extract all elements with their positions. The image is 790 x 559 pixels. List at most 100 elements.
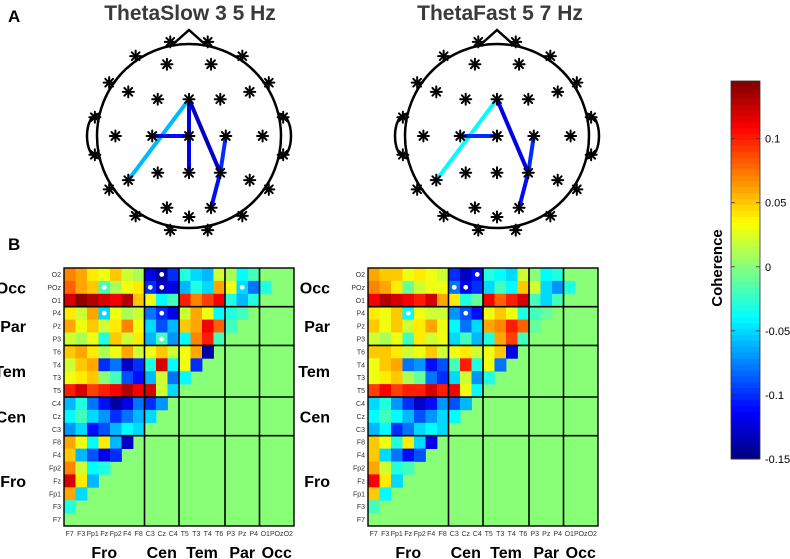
colorbar-step bbox=[731, 370, 760, 377]
heatmap-cell bbox=[64, 487, 76, 501]
heatmap-cell bbox=[540, 306, 553, 320]
significance-dot bbox=[405, 310, 411, 316]
heatmap-cell bbox=[471, 384, 484, 398]
heatmap-cell bbox=[517, 319, 530, 333]
heatmap-cell bbox=[425, 319, 438, 333]
y-tick-label: F4 bbox=[53, 453, 61, 460]
heatmap-cell bbox=[471, 332, 484, 346]
electrode-marker bbox=[165, 36, 176, 47]
y-tick-label: T3 bbox=[357, 375, 365, 382]
heatmap-cell bbox=[460, 332, 472, 346]
heatmap-cell bbox=[448, 358, 461, 372]
x-tick-label: O2 bbox=[588, 531, 597, 538]
colorbar-step bbox=[731, 293, 760, 301]
heatmap-cell bbox=[437, 409, 449, 424]
heatmap-cell bbox=[402, 448, 415, 462]
colorbar-step bbox=[731, 275, 760, 283]
significance-dot bbox=[101, 310, 107, 316]
heatmap-cell bbox=[87, 409, 99, 424]
electrode-marker bbox=[147, 131, 158, 141]
nose bbox=[170, 28, 208, 47]
y-tick-label: F8 bbox=[53, 440, 61, 447]
heatmap-cell bbox=[483, 306, 495, 320]
heatmap-cell bbox=[448, 268, 461, 282]
heatmap-cell bbox=[87, 358, 99, 372]
heatmap-cell bbox=[391, 293, 403, 308]
electrode-marker bbox=[237, 51, 248, 62]
heatmap-cell bbox=[414, 293, 426, 308]
heatmap-cell bbox=[236, 306, 249, 320]
colorbar-step bbox=[731, 110, 760, 117]
heatmap-cell bbox=[379, 268, 392, 282]
heatmap-cell bbox=[471, 319, 484, 333]
heatmap-cell bbox=[402, 358, 415, 372]
heatmap-cell bbox=[179, 293, 191, 308]
heatmap-cell bbox=[379, 280, 392, 295]
heatmap-cell bbox=[483, 268, 495, 282]
heatmap-cell bbox=[402, 435, 415, 449]
heatmap-cell bbox=[483, 332, 495, 346]
heatmap-fast: F7 F3 Fp1 Fz Fp2 F4 F8 C3 Cz C4 T5 T3 T4 T6 P3 Pz P4 O1 PO… bbox=[298, 267, 599, 559]
heatmap-cell bbox=[121, 397, 134, 411]
heatmap-cell bbox=[402, 280, 415, 295]
significance-dot bbox=[463, 284, 469, 290]
x-tick-label: POz bbox=[574, 531, 588, 538]
connection-line bbox=[126, 97, 191, 183]
heatmap-cell bbox=[225, 280, 237, 295]
heatmap-cell bbox=[506, 268, 518, 282]
heatmap-cell bbox=[368, 422, 380, 437]
heatmap-cell bbox=[368, 358, 380, 372]
x-tick-label: T4 bbox=[204, 531, 212, 538]
electrode-marker bbox=[110, 131, 121, 141]
heatmap-cell bbox=[248, 293, 260, 308]
electrode-marker bbox=[278, 112, 289, 123]
colorbar-step bbox=[731, 287, 760, 295]
y-tick-label: Fp1 bbox=[49, 491, 61, 498]
heatmap-cell bbox=[425, 422, 438, 437]
colorbar-step bbox=[731, 240, 760, 247]
heatmap-cell bbox=[110, 306, 122, 320]
x-group-label: Occ bbox=[566, 545, 596, 559]
heatmap-cell bbox=[368, 293, 380, 308]
heatmap-cell bbox=[448, 397, 461, 411]
x-tick-label: Fp2 bbox=[414, 531, 426, 538]
colorbar-tick-label: 0.1 bbox=[765, 134, 780, 146]
colorbar-step bbox=[731, 104, 760, 112]
colorbar-step bbox=[731, 228, 760, 236]
significance-dot bbox=[451, 284, 457, 290]
heatmap-cell bbox=[368, 448, 380, 462]
heatmap-cell bbox=[156, 397, 168, 411]
heatmap-cell bbox=[506, 332, 518, 346]
heatmap-cell bbox=[133, 384, 145, 398]
electrode-marker bbox=[460, 94, 471, 105]
heatmap-cell bbox=[225, 293, 237, 308]
heatmap-cell bbox=[110, 448, 122, 462]
heatmap-cell bbox=[402, 422, 415, 437]
heatmap-cell bbox=[121, 280, 134, 295]
electrode-marker bbox=[89, 112, 100, 123]
heatmap-cell bbox=[144, 409, 157, 424]
colorbar-step bbox=[731, 388, 760, 395]
y-group-label: Tem bbox=[298, 364, 330, 381]
heatmap-cell bbox=[368, 371, 380, 385]
heatmap-cell bbox=[121, 332, 134, 346]
y-tick-label: T6 bbox=[357, 349, 365, 356]
electrode-marker bbox=[184, 94, 194, 105]
x-tick-label: F3 bbox=[381, 531, 389, 538]
heatmap-cell bbox=[133, 422, 145, 437]
heatmap-cell bbox=[98, 268, 111, 282]
colorbar-step bbox=[731, 175, 760, 182]
heatmap-cell bbox=[448, 409, 461, 424]
heatmap-cell bbox=[133, 397, 145, 411]
x-tick-label: Cz bbox=[157, 531, 166, 538]
y-tick-label: Pz bbox=[53, 324, 62, 331]
x-tick-label: F7 bbox=[370, 531, 378, 538]
colorbar-step bbox=[731, 317, 760, 324]
heatmap-cell bbox=[483, 319, 495, 333]
heatmap-cell bbox=[87, 345, 99, 359]
heatmap-cell bbox=[437, 422, 449, 437]
heatmap-cell bbox=[529, 319, 541, 333]
colorbar-step bbox=[731, 334, 760, 342]
x-tick-label: T5 bbox=[181, 531, 189, 538]
y-group-label: Tem bbox=[0, 364, 26, 381]
